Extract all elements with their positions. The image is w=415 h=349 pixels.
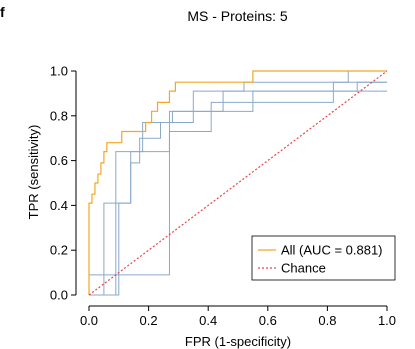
series-layer bbox=[88, 70, 388, 296]
series-line-fold-1 bbox=[88, 90, 387, 295]
series-line-fold-4 bbox=[89, 81, 387, 296]
x-tick-label: 0.4 bbox=[199, 313, 217, 328]
y-tick-label: 1.0 bbox=[50, 64, 68, 79]
x-tick-label: 0.6 bbox=[259, 313, 277, 328]
y-tick-label: 0.2 bbox=[50, 243, 68, 258]
x-tick-label: 0.0 bbox=[80, 313, 98, 328]
axes: 0.0 0.2 0.4 0.6 0.8 1.0 0.0 0.2 0.4 0.6 0.8 1.0 bbox=[50, 64, 396, 329]
legend-entry: Chance bbox=[281, 261, 326, 276]
y-tick-label: 0.6 bbox=[50, 153, 68, 168]
x-tick-label: 0.2 bbox=[140, 313, 158, 328]
y-axis-label: TPR (sensitivity) bbox=[26, 125, 41, 220]
legend-entry: All (AUC = 0.881) bbox=[281, 243, 383, 258]
series-line-all-auc-0-881 bbox=[88, 70, 387, 295]
x-tick-label: 0.8 bbox=[318, 313, 336, 328]
x-tick-label: 1.0 bbox=[378, 313, 396, 328]
y-tick-label: 0.0 bbox=[50, 288, 68, 303]
y-tick-label: 0.4 bbox=[50, 198, 68, 213]
y-tick-label: 0.8 bbox=[50, 108, 68, 123]
legend: All (AUC = 0.881) Chance bbox=[251, 235, 396, 281]
panel-letter: f bbox=[0, 4, 5, 20]
chart-title: MS - Proteins: 5 bbox=[187, 8, 288, 24]
legend-box bbox=[251, 235, 396, 281]
x-axis-label: FPR (1-specificity) bbox=[185, 334, 291, 349]
